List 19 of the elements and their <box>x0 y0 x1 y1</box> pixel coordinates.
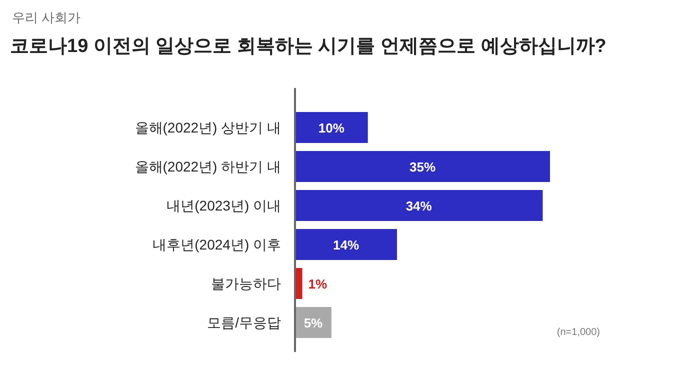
chart-title: 코로나19 이전의 일상으로 회복하는 시기를 언제쯤으로 예상하십니까? <box>10 36 606 57</box>
y-tick-label: 올해(2022년) 상반기 내 <box>134 120 281 136</box>
text: (n=1,000) <box>556 327 600 338</box>
data-label: 10% <box>318 120 345 136</box>
y-tick-label: 내년(2023년) 이내 <box>166 198 281 214</box>
y-tick-label: 불가능하다 <box>211 276 281 292</box>
bar <box>295 190 543 221</box>
y-tick-label: 올해(2022년) 하반기 내 <box>134 158 281 174</box>
data-label: 35% <box>409 160 436 174</box>
text: 우리 사회가 <box>12 10 81 25</box>
bar <box>295 112 368 143</box>
bar <box>295 229 397 260</box>
y-tick-label: 내후년(2024년) 이후 <box>152 236 281 252</box>
bar <box>295 151 550 182</box>
y-tick-label: 모름/무응답 <box>207 314 281 330</box>
data-label: 5% <box>304 316 324 330</box>
data-label: 34% <box>406 198 432 214</box>
data-label: 14% <box>332 238 360 252</box>
data-label: 1% <box>308 276 328 292</box>
